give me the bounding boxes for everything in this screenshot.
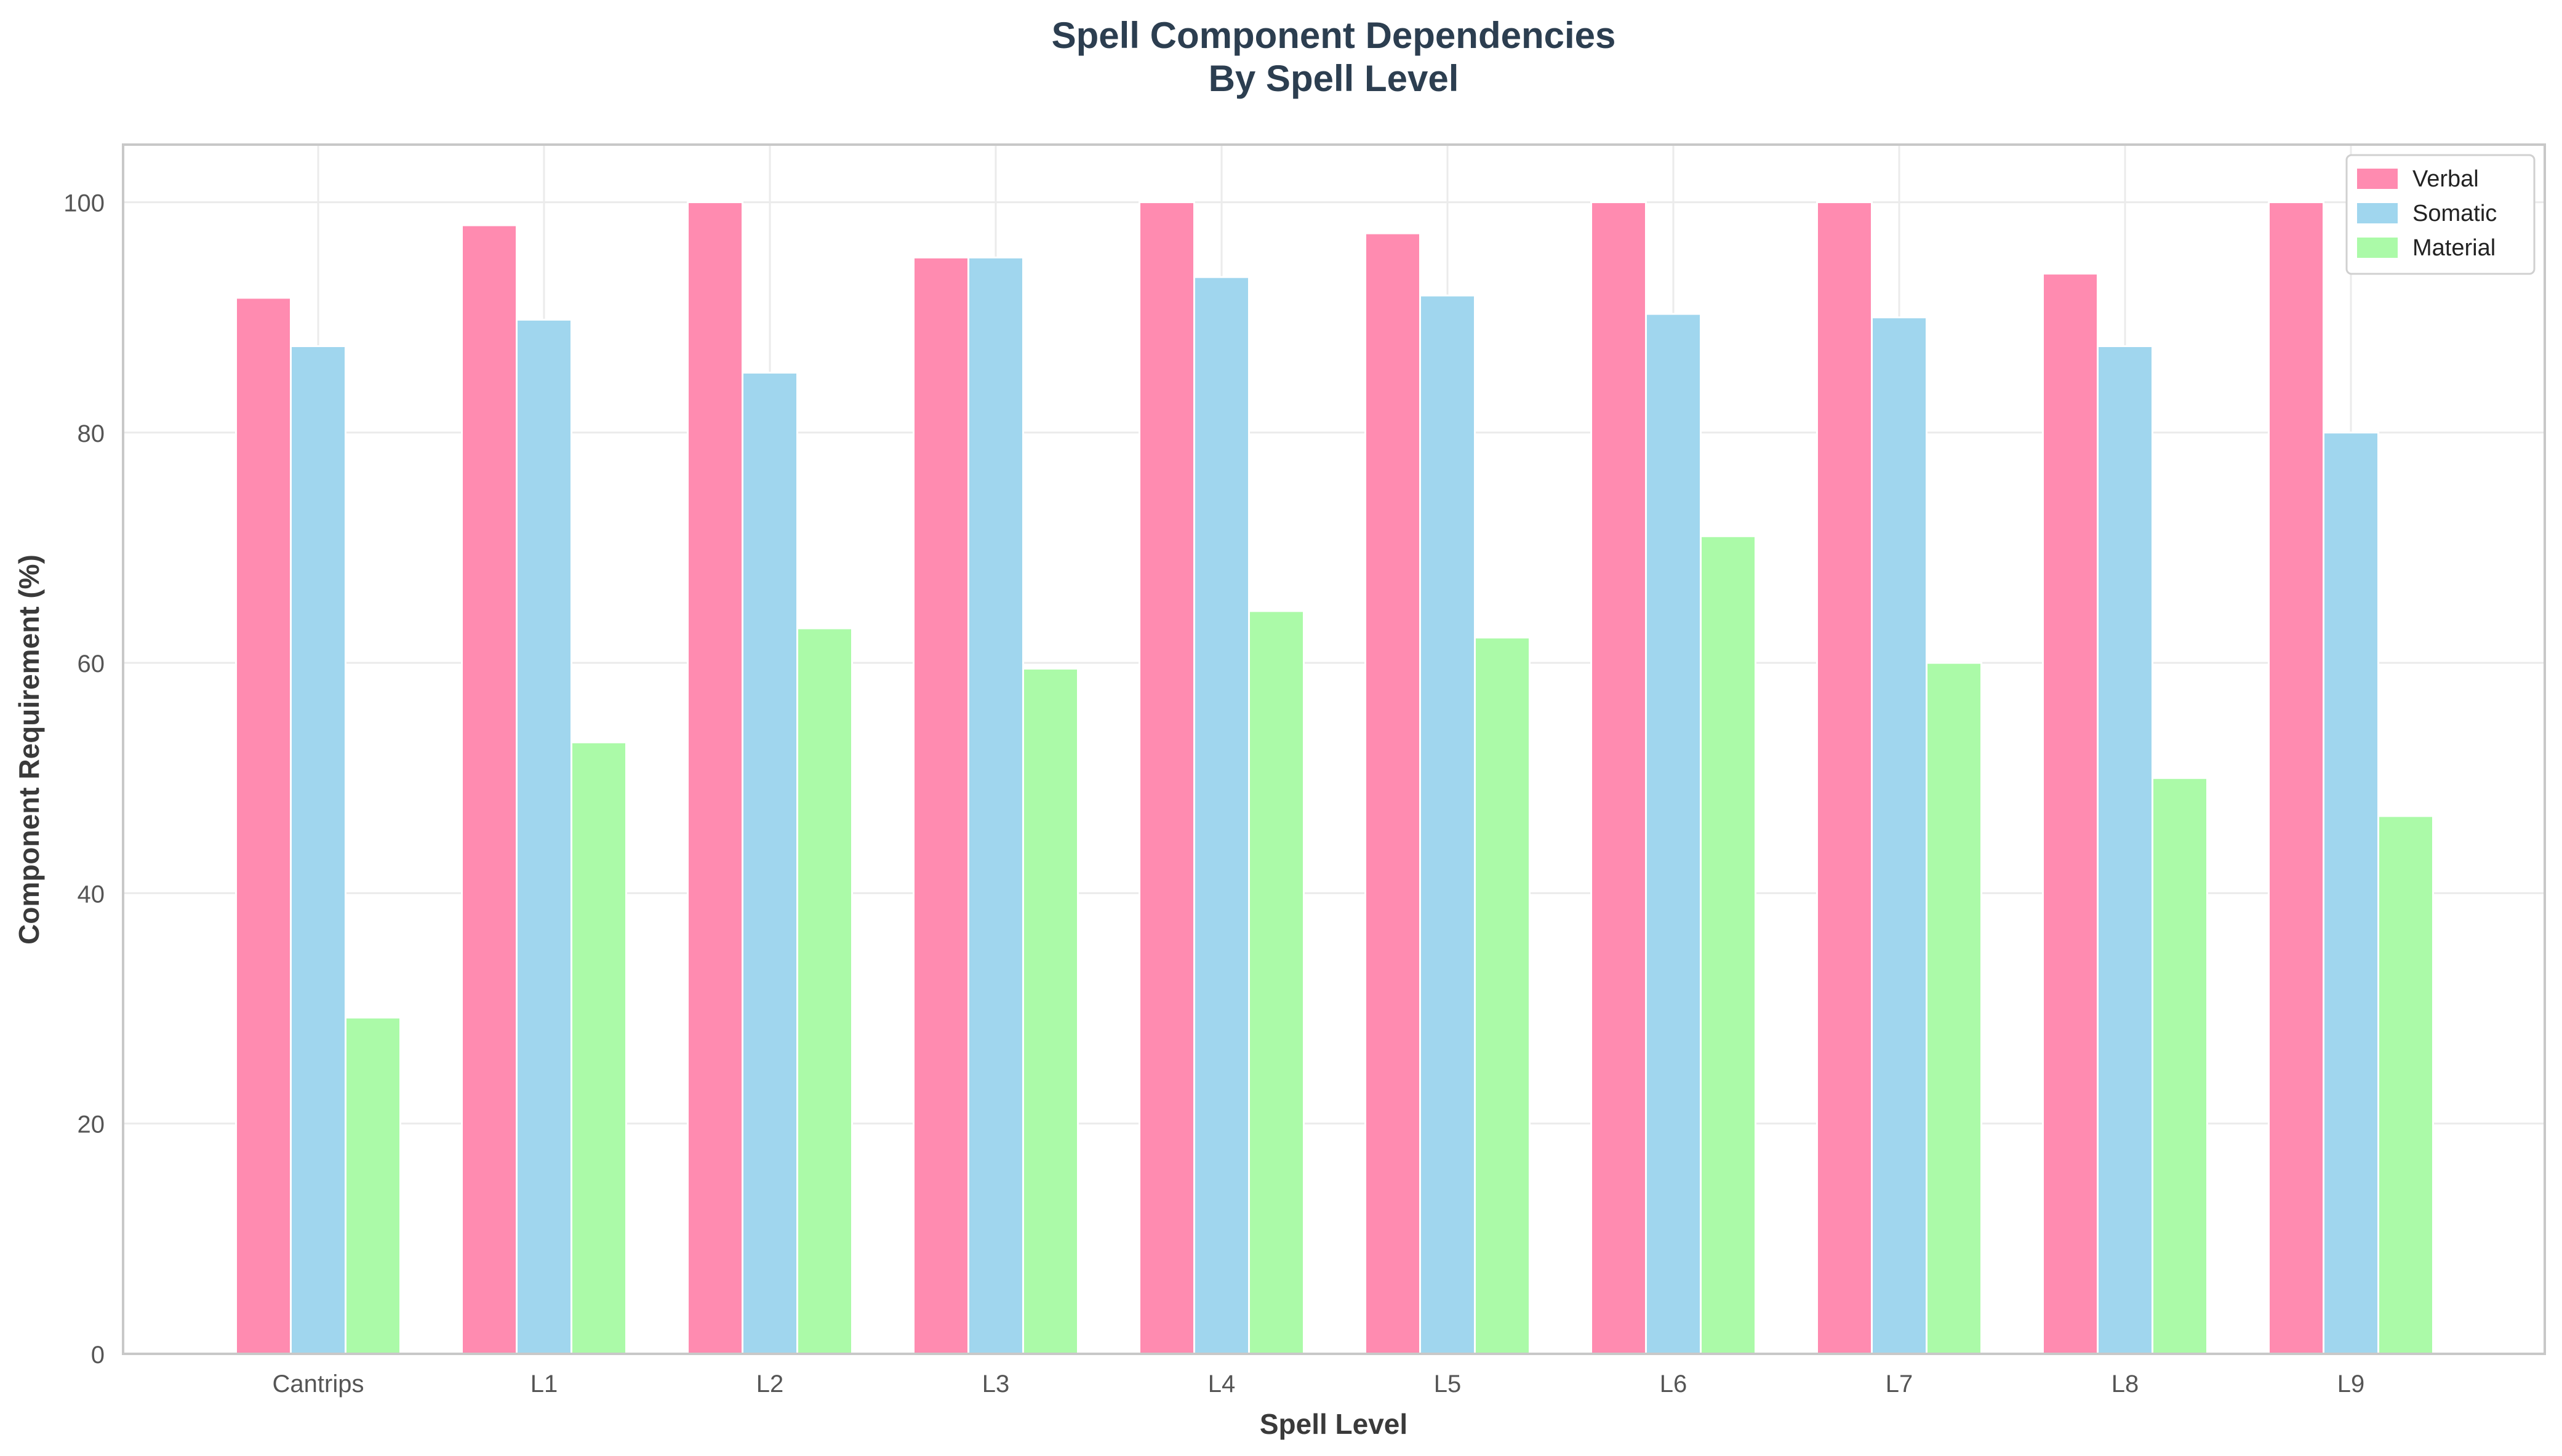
bar-somatic-l6 bbox=[1645, 313, 1702, 1355]
bar-verbal-l5 bbox=[1364, 232, 1421, 1355]
legend-swatch-material bbox=[2357, 238, 2398, 258]
y-tick-label: 20 bbox=[78, 1111, 105, 1138]
bars-layer bbox=[235, 201, 2434, 1355]
bar-material-l3 bbox=[1022, 668, 1079, 1355]
bar-material-l1 bbox=[570, 741, 627, 1355]
legend-swatch-somatic bbox=[2357, 203, 2398, 223]
bar-somatic-l5 bbox=[1419, 294, 1476, 1355]
x-tick-label: L7 bbox=[1886, 1370, 1913, 1398]
bar-somatic-l1 bbox=[516, 318, 572, 1355]
chart-title-line-2: By Spell Level bbox=[1209, 58, 1459, 99]
bar-somatic-l3 bbox=[967, 256, 1024, 1355]
bar-verbal-l8 bbox=[2042, 273, 2099, 1355]
bar-somatic-l7 bbox=[1871, 316, 1928, 1355]
x-tick-label: L9 bbox=[2337, 1370, 2365, 1398]
x-tick-label: L8 bbox=[2112, 1370, 2139, 1398]
legend-label-verbal: Verbal bbox=[2412, 166, 2479, 192]
y-tick-label: 100 bbox=[63, 190, 105, 217]
bar-somatic-l8 bbox=[2097, 345, 2153, 1355]
y-tick-label: 40 bbox=[78, 881, 105, 908]
bar-material-l4 bbox=[1248, 610, 1305, 1355]
bar-verbal-l3 bbox=[913, 256, 969, 1355]
x-tick-label: L1 bbox=[530, 1370, 558, 1398]
bar-verbal-l2 bbox=[687, 201, 743, 1355]
bar-somatic-l9 bbox=[2323, 431, 2379, 1355]
bar-verbal-l7 bbox=[1816, 201, 1873, 1355]
legend-swatch-verbal bbox=[2357, 169, 2398, 189]
y-tick-label: 60 bbox=[78, 650, 105, 678]
legend-items: Verbal Somatic Material bbox=[2357, 166, 2497, 261]
x-axis-label: Spell Level bbox=[1260, 1408, 1407, 1440]
x-tick-label: L3 bbox=[982, 1370, 1010, 1398]
legend-label-material: Material bbox=[2412, 235, 2496, 261]
bar-somatic-l2 bbox=[742, 372, 798, 1355]
bar-material-l5 bbox=[1474, 636, 1531, 1355]
bar-verbal-l4 bbox=[1139, 201, 1195, 1355]
x-tick-label: L6 bbox=[1660, 1370, 1687, 1398]
y-axis-label: Component Requirement (%) bbox=[13, 554, 45, 945]
bar-material-cantrips bbox=[345, 1017, 401, 1355]
y-tick-label: 80 bbox=[78, 420, 105, 447]
ticks-layer: 0 20 40 60 80 100 Cantrips L1 L2 L3 L4 L5 L6 L7 L8 L9 bbox=[63, 190, 2364, 1398]
bar-material-l9 bbox=[2377, 815, 2434, 1355]
chart-title-line-1: Spell Component Dependencies bbox=[1052, 15, 1616, 56]
y-tick-label: 0 bbox=[91, 1342, 105, 1369]
bar-material-l8 bbox=[2152, 777, 2208, 1355]
x-tick-label: L4 bbox=[1208, 1370, 1236, 1398]
x-tick-label: L5 bbox=[1434, 1370, 1462, 1398]
bar-verbal-l6 bbox=[1590, 201, 1647, 1355]
bar-material-l6 bbox=[1700, 535, 1756, 1355]
legend-label-somatic: Somatic bbox=[2412, 201, 2497, 226]
x-tick-label: Cantrips bbox=[273, 1370, 364, 1398]
bar-verbal-cantrips bbox=[235, 297, 292, 1355]
plot-frame bbox=[122, 143, 2546, 1355]
bar-material-l2 bbox=[796, 627, 853, 1355]
bar-somatic-cantrips bbox=[290, 345, 346, 1355]
legend: Verbal Somatic Material bbox=[2345, 154, 2536, 275]
bar-material-l7 bbox=[1926, 662, 1982, 1355]
bar-verbal-l9 bbox=[2268, 201, 2324, 1355]
bar-somatic-l4 bbox=[1193, 276, 1250, 1355]
bar-verbal-l1 bbox=[461, 224, 518, 1355]
x-tick-label: L2 bbox=[756, 1370, 784, 1398]
